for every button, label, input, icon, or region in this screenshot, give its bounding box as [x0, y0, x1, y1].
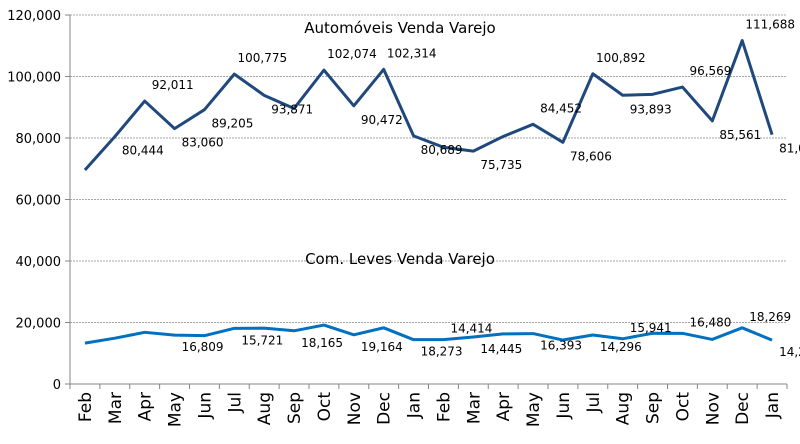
data-label: 14,267 [779, 345, 800, 359]
y-tick-label: 60,000 [16, 194, 62, 209]
data-label: 18,273 [421, 345, 463, 359]
x-tick-label: Jan [405, 392, 425, 419]
y-tick-label: 100,000 [7, 71, 61, 86]
x-tick-label: Jun [195, 392, 215, 420]
data-label: 93,893 [630, 102, 672, 116]
x-tick-label: Oct [673, 392, 693, 422]
x-tick-label: Oct [315, 392, 335, 422]
x-tick-label: Mar [106, 392, 126, 424]
x-tick-label: Nov [345, 392, 365, 425]
data-label: 19,164 [361, 340, 403, 354]
x-tick-label: Feb [76, 392, 96, 422]
y-tick-label: 120,000 [7, 9, 61, 24]
data-label: 83,060 [182, 136, 224, 150]
x-tick-label: Apr [136, 392, 156, 421]
data-label: 15,941 [630, 321, 672, 335]
data-label: 92,011 [152, 78, 194, 92]
y-tick-label: 40,000 [16, 255, 62, 270]
x-tick-label: Apr [494, 392, 514, 421]
x-tick-label: Feb [434, 392, 454, 422]
data-label: 16,809 [182, 340, 224, 354]
series-group: 80,444 92,011 83,060 89,205 100,775 93,871 102… [83, 18, 800, 359]
data-label: 18,269 [749, 310, 791, 324]
x-tick-label: Jul [225, 392, 245, 414]
x-tick-label: Dec [733, 392, 753, 425]
data-label: 78,606 [570, 149, 612, 163]
data-label: 80,689 [421, 143, 463, 157]
x-tick-label: Jun [554, 392, 574, 420]
data-label: 16,480 [689, 315, 731, 329]
data-label: 102,074 [327, 47, 377, 61]
data-label: 75,735 [480, 158, 522, 172]
data-label: 14,445 [480, 342, 522, 356]
data-label: 100,775 [238, 51, 288, 65]
gridlines [70, 14, 787, 323]
series-line-0 [83, 39, 774, 171]
data-label: 14,296 [600, 340, 642, 354]
x-tick-label: Aug [614, 392, 634, 425]
x-tick-label: Dec [375, 392, 395, 425]
data-label: 18,165 [301, 336, 343, 350]
x-tick-label: Aug [255, 392, 275, 425]
y-tick-label: 0 [53, 378, 61, 393]
data-label: 85,561 [719, 128, 761, 142]
x-tick-label: Sep [285, 392, 305, 424]
series-title-com-leves: Com. Leves Venda Varejo [305, 250, 495, 268]
y-tick-label: 80,000 [16, 132, 62, 147]
y-axis: 0 20,000 40,000 60,000 80,000 100,000 120,000 [7, 9, 71, 393]
data-label: 89,205 [211, 117, 253, 131]
x-tick-label: Nov [703, 392, 723, 425]
data-label: 96,569 [689, 64, 731, 78]
data-label: 15,721 [241, 333, 283, 347]
x-tick-label: Mar [464, 392, 484, 424]
x-tick-label: May [166, 392, 186, 427]
x-tick-label: Sep [644, 392, 664, 424]
data-label: 84,452 [540, 101, 582, 115]
data-label: 93,871 [271, 102, 313, 116]
data-label: 111,688 [745, 18, 795, 32]
data-label: 14,414 [450, 322, 492, 336]
y-tick-label: 20,000 [16, 317, 62, 332]
data-label: 102,314 [387, 46, 437, 60]
data-label: 81,088 [779, 142, 800, 156]
x-tick-label: Jan [763, 392, 783, 419]
data-label: 100,892 [596, 51, 646, 65]
data-label: 90,472 [361, 113, 403, 127]
x-tick-label: May [524, 392, 544, 427]
x-axis: Feb Mar Apr May Jun Jul Aug Sep Oct Nov Dec Jan Feb M… [69, 383, 788, 427]
data-label: 80,444 [122, 144, 164, 158]
x-tick-label: Jul [584, 392, 604, 414]
series-title-automoveis: Automóveis Venda Varejo [304, 19, 495, 37]
data-label: 16,393 [540, 339, 582, 353]
series-line-1 [84, 323, 773, 345]
